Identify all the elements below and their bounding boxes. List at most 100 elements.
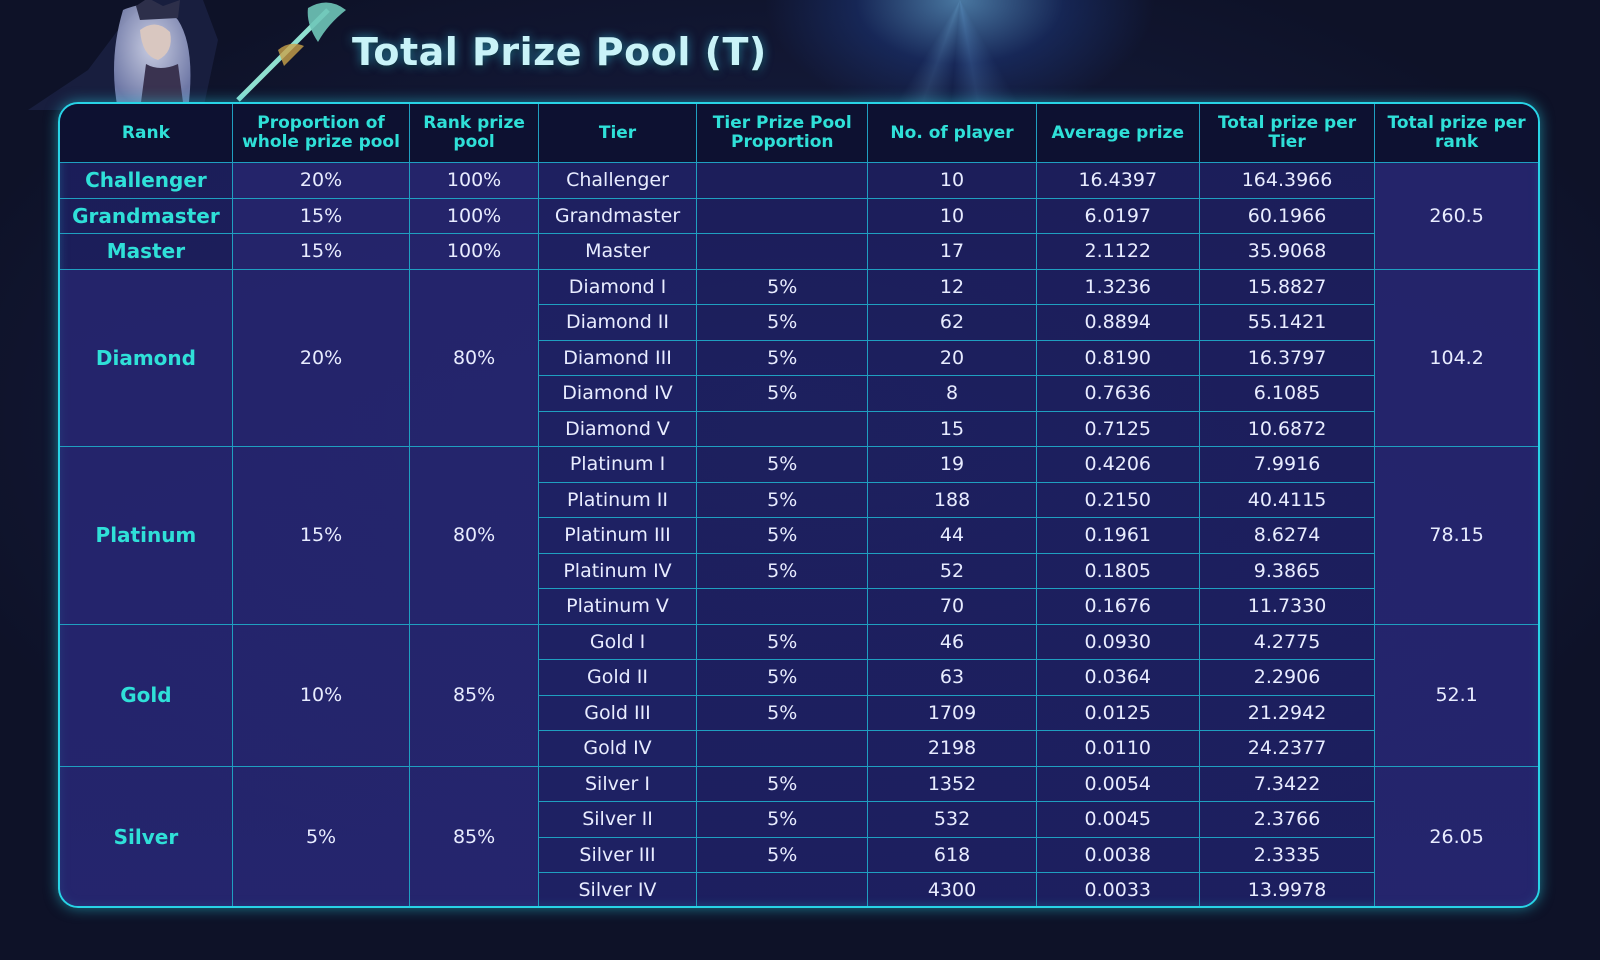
total-prize-per-tier-cell: 24.2377 <box>1198 730 1375 767</box>
tier-cell: Platinum I <box>537 446 698 483</box>
rank-name-cell: Master <box>60 233 233 270</box>
tier-cell: Diamond I <box>537 268 698 305</box>
header-total-prize-per-rank: Total prize per rank <box>1374 104 1538 163</box>
tier-prize-proportion-cell: 5% <box>696 552 869 589</box>
tier-prize-proportion-cell: 5% <box>696 694 869 731</box>
tier-prize-proportion-cell: 5% <box>696 801 869 838</box>
table-row: Gold III 5% 1709 0.0125 21.2942 <box>60 694 1538 731</box>
player-count-cell: 44 <box>867 517 1037 554</box>
average-prize-cell: 0.7636 <box>1035 375 1200 412</box>
table-row: Diamond V 15 0.7125 10.6872 <box>60 410 1538 447</box>
table-row: Gold IV 2198 0.0110 24.2377 <box>60 730 1538 767</box>
table-row: Diamond IV 5% 8 0.7636 6.1085 <box>60 375 1538 412</box>
average-prize-cell: 0.1676 <box>1035 588 1200 625</box>
average-prize-cell: 0.2150 <box>1035 481 1200 518</box>
tier-cell: Diamond IV <box>538 375 698 412</box>
proportion-cell: 15% <box>231 233 411 270</box>
table-header-row: Rank Proportion of whole prize pool Rank… <box>60 104 1538 163</box>
average-prize-cell: 0.0038 <box>1035 836 1200 873</box>
tier-prize-proportion-cell: 5% <box>696 304 869 341</box>
table-row: Gold II 5% 63 0.0364 2.2906 <box>60 659 1538 696</box>
average-prize-cell: 0.0930 <box>1035 623 1200 660</box>
tier-prize-proportion-cell: 5% <box>696 268 869 305</box>
header-total-prize-per-tier: Total prize per Tier <box>1198 104 1376 163</box>
total-prize-per-tier-cell: 16.3797 <box>1198 339 1375 376</box>
average-prize-cell: 0.1805 <box>1035 552 1200 589</box>
tier-cell: Gold III <box>538 694 698 731</box>
tier-cell: Diamond V <box>538 410 698 447</box>
table-row: Gold 10% 85% Gold I 5% 46 0.0930 4.2775 52.1 <box>60 623 1538 767</box>
rank-name-cell: Gold <box>60 623 233 767</box>
rank-name-cell: Silver <box>60 765 233 906</box>
total-prize-per-tier-cell: 13.9978 <box>1198 872 1375 906</box>
average-prize-cell: 0.0045 <box>1035 801 1200 838</box>
header-tier: Tier <box>537 104 698 163</box>
player-count-cell: 1352 <box>867 765 1037 802</box>
total-prize-per-tier-cell: 35.9068 <box>1198 233 1375 270</box>
rank-prize-pool-cell: 100% <box>409 197 539 234</box>
average-prize-cell: 6.0197 <box>1035 197 1200 234</box>
total-prize-per-tier-cell: 6.1085 <box>1198 375 1375 412</box>
total-prize-per-tier-cell: 11.7330 <box>1198 588 1375 625</box>
tier-cell: Platinum III <box>538 517 698 554</box>
tier-prize-proportion-cell <box>696 162 869 199</box>
proportion-cell: 20% <box>231 162 411 199</box>
total-prize-per-tier-cell: 2.2906 <box>1198 659 1375 696</box>
table-row: Platinum II 5% 188 0.2150 40.4115 <box>60 481 1538 518</box>
tier-cell: Gold I <box>537 623 698 660</box>
table-row: Silver 5% 85% Silver I 5% 1352 0.0054 7.3422 26.… <box>60 765 1538 906</box>
player-count-cell: 618 <box>867 836 1037 873</box>
proportion-cell: 15% <box>231 197 411 234</box>
tier-cell: Platinum IV <box>538 552 698 589</box>
player-count-cell: 63 <box>867 659 1037 696</box>
tier-cell: Master <box>537 233 698 270</box>
player-count-cell: 17 <box>867 233 1037 270</box>
player-count-cell: 70 <box>867 588 1037 625</box>
tier-prize-proportion-cell: 5% <box>696 659 869 696</box>
table-row: Challenger 20% 100% Challenger 10 16.4397 164.… <box>60 162 1538 270</box>
page-title: Total Prize Pool (T) <box>352 30 767 74</box>
player-count-cell: 20 <box>867 339 1037 376</box>
header-rank-prize-pool: Rank prize pool <box>409 104 539 163</box>
rank-prize-pool-cell: 100% <box>409 162 539 199</box>
table-row: Diamond II 5% 62 0.8894 55.1421 <box>60 304 1538 341</box>
tier-prize-proportion-cell: 5% <box>696 446 869 483</box>
total-prize-per-tier-cell: 164.3966 <box>1198 162 1376 199</box>
total-prize-per-rank-cell: 52.1 <box>1374 623 1538 767</box>
table-row: Platinum IV 5% 52 0.1805 9.3865 <box>60 552 1538 589</box>
rank-name-cell: Diamond <box>60 268 233 447</box>
tier-prize-proportion-cell <box>696 730 869 767</box>
table-row: Master 15% 100% Master 17 2.1122 35.9068 <box>60 233 1538 270</box>
proportion-cell: 10% <box>231 623 411 767</box>
prize-pool-table: Rank Proportion of whole prize pool Rank… <box>60 104 1538 906</box>
player-count-cell: 52 <box>867 552 1037 589</box>
tier-cell: Silver II <box>538 801 698 838</box>
tier-prize-proportion-cell: 5% <box>696 481 869 518</box>
proportion-cell: 20% <box>231 268 411 447</box>
player-count-cell: 46 <box>867 623 1037 660</box>
table-row: Silver II 5% 532 0.0045 2.3766 <box>60 801 1538 838</box>
proportion-cell: 15% <box>231 446 411 625</box>
header-rank: Rank <box>60 104 233 163</box>
player-count-cell: 2198 <box>867 730 1037 767</box>
average-prize-cell: 0.8190 <box>1035 339 1200 376</box>
rank-prize-pool-cell: 85% <box>409 765 539 906</box>
tier-prize-proportion-cell <box>696 872 869 906</box>
total-prize-per-tier-cell: 55.1421 <box>1198 304 1375 341</box>
average-prize-cell: 0.8894 <box>1035 304 1200 341</box>
header-player-count: No. of player <box>867 104 1037 163</box>
table-row: Diamond III 5% 20 0.8190 16.3797 <box>60 339 1538 376</box>
player-count-cell: 19 <box>867 446 1037 483</box>
tier-prize-proportion-cell <box>696 410 869 447</box>
tier-prize-proportion-cell <box>696 197 869 234</box>
player-count-cell: 12 <box>867 268 1037 305</box>
average-prize-cell: 1.3236 <box>1035 268 1200 305</box>
table-row: Grandmaster 15% 100% Grandmaster 10 6.0197 60.… <box>60 197 1538 234</box>
total-prize-per-tier-cell: 7.9916 <box>1198 446 1376 483</box>
average-prize-cell: 0.0110 <box>1035 730 1200 767</box>
rank-prize-pool-cell: 100% <box>409 233 539 270</box>
tier-cell: Diamond II <box>538 304 698 341</box>
tier-cell: Diamond III <box>538 339 698 376</box>
tier-cell: Platinum II <box>538 481 698 518</box>
player-count-cell: 10 <box>867 162 1037 199</box>
